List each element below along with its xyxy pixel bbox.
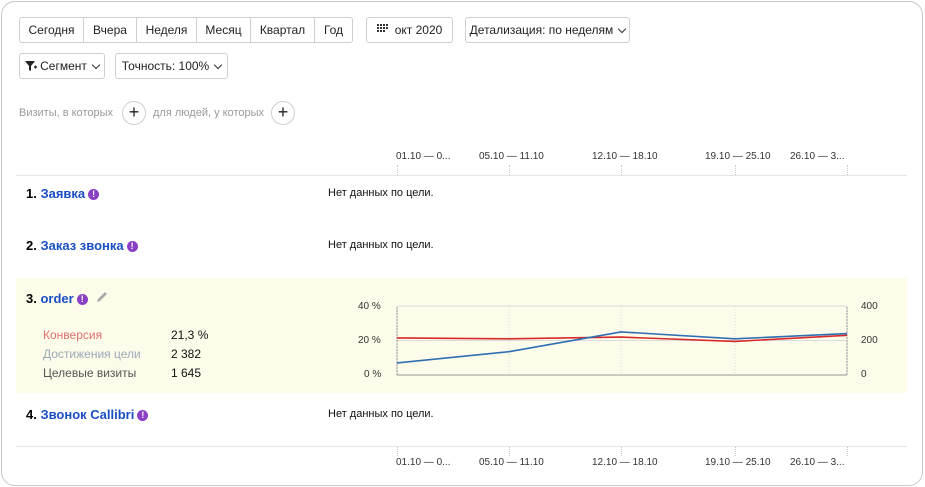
add-people-condition-button[interactable]: + (271, 101, 295, 125)
y-right-tick: 0 (861, 369, 867, 380)
week-label-top: 05.10 — 11.10 (479, 151, 544, 162)
info-icon[interactable]: ! (76, 294, 88, 305)
period-quarter-button[interactable]: Квартал (251, 17, 315, 43)
week-divider (621, 446, 622, 456)
week-label-bottom: 05.10 — 11.10 (479, 457, 544, 468)
reaches-series-line (396, 331, 848, 364)
accuracy-label: Точность: 100% (121, 59, 210, 73)
goal-row-4: 4. Звонок Callibri! (26, 407, 149, 422)
visits-filter-label: Визиты, в которых (19, 107, 113, 119)
goal-number: 3. (26, 291, 37, 306)
week-divider (735, 165, 736, 175)
segment-dropdown[interactable]: Сегмент (19, 53, 105, 79)
goal-number: 2. (26, 238, 37, 253)
goal-number: 1. (26, 186, 37, 201)
week-label-top: 26.10 — 3... (790, 151, 845, 162)
week-label-top: 01.10 — 0... (396, 151, 451, 162)
goal-row-highlight (16, 278, 907, 393)
metric-reaches-value: 2 382 (171, 347, 202, 361)
week-divider (735, 446, 736, 456)
week-divider (509, 165, 510, 175)
people-filter-label: для людей, у которых (153, 107, 264, 119)
period-year-button[interactable]: Год (315, 17, 353, 43)
goal-link[interactable]: Звонок Callibri (40, 407, 135, 422)
metric-conversion-label: Конверсия (43, 328, 103, 342)
info-icon[interactable]: ! (137, 410, 149, 421)
goal-status: Нет данных по цели. (328, 408, 434, 420)
info-icon[interactable]: ! (88, 189, 100, 200)
info-icon[interactable]: ! (126, 241, 138, 252)
week-divider (509, 446, 510, 456)
filter-icon (25, 56, 38, 80)
goal-status: Нет данных по цели. (328, 187, 434, 199)
detail-dropdown[interactable]: Детализация: по неделям (465, 17, 630, 43)
date-label: окт 2020 (394, 23, 443, 37)
y-right-tick: 400 (861, 301, 878, 312)
y-right-tick: 200 (861, 335, 878, 346)
week-label-bottom: 01.10 — 0... (396, 457, 451, 468)
goal-row-2: 2. Заказ звонка! (26, 238, 138, 253)
metric-visits-value: 1 645 (171, 366, 202, 380)
plus-icon: + (128, 102, 140, 122)
pencil-icon[interactable] (95, 290, 109, 307)
goal-link[interactable]: order (40, 291, 74, 306)
segment-label: Сегмент (40, 59, 87, 73)
week-label-bottom: 19.10 — 25.10 (705, 457, 771, 468)
week-divider (847, 446, 848, 456)
metric-visits-label: Целевые визиты (43, 366, 137, 380)
week-divider (847, 165, 848, 175)
week-divider (397, 165, 398, 175)
period-week-button[interactable]: Неделя (137, 17, 197, 43)
week-divider (397, 446, 398, 456)
metric-reaches-label: Достижения цели (43, 347, 141, 361)
calendar-icon (376, 19, 389, 43)
y-left-tick: 20 % (358, 335, 381, 346)
accuracy-dropdown[interactable]: Точность: 100% (115, 53, 228, 79)
goal-row-1: 1. Заявка! (26, 186, 100, 201)
period-selector: Сегодня Вчера Неделя Месяц Квартал Год (19, 17, 353, 43)
table-top-border (16, 175, 907, 176)
period-today-button[interactable]: Сегодня (19, 17, 84, 43)
date-picker-button[interactable]: окт 2020 (366, 17, 453, 43)
week-divider (621, 165, 622, 175)
metric-conversion-value: 21,3 % (171, 328, 209, 342)
plus-icon: + (277, 102, 289, 122)
period-yesterday-button[interactable]: Вчера (84, 17, 137, 43)
week-label-top: 12.10 — 18.10 (592, 151, 658, 162)
goal-link[interactable]: Заказ звонка (40, 238, 124, 253)
goal-row-3: 3. order! (26, 290, 109, 307)
week-label-top: 19.10 — 25.10 (705, 151, 771, 162)
week-label-bottom: 26.10 — 3... (790, 457, 845, 468)
conversion-series-line (396, 334, 848, 343)
y-left-tick: 0 % (364, 369, 382, 380)
period-month-button[interactable]: Месяц (197, 17, 251, 43)
table-bottom-border (16, 446, 907, 447)
detail-label: Детализация: по неделям (469, 23, 614, 37)
goal-status: Нет данных по цели. (328, 239, 434, 251)
goal-number: 4. (26, 407, 37, 422)
goal-link[interactable]: Заявка (40, 186, 86, 201)
y-left-tick: 40 % (358, 301, 381, 312)
add-visits-condition-button[interactable]: + (122, 101, 146, 125)
week-label-bottom: 12.10 — 18.10 (592, 457, 658, 468)
